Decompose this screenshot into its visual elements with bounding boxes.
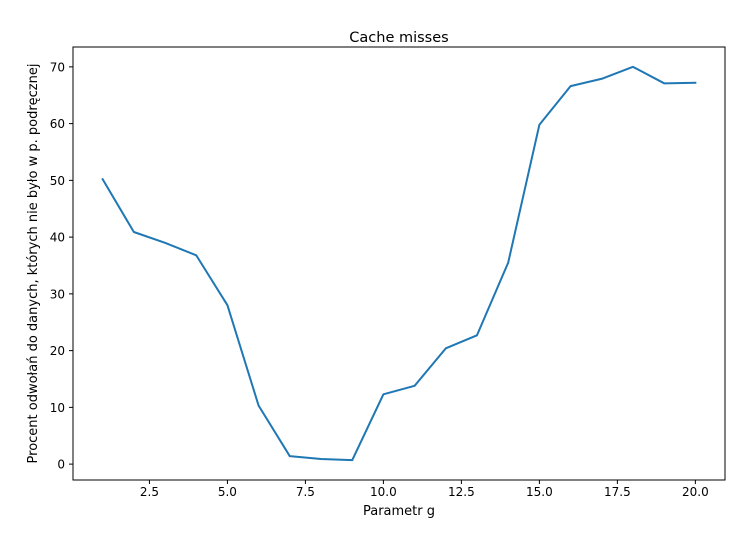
x-tick-label: 12.5	[448, 485, 475, 499]
x-tick-label: 10.0	[370, 485, 397, 499]
x-tick-label: 20.0	[682, 485, 709, 499]
x-tick-label: 5.0	[218, 485, 237, 499]
x-tick-label: 17.5	[604, 485, 631, 499]
y-tick-label: 20	[50, 344, 65, 358]
y-tick-label: 10	[50, 401, 65, 415]
x-tick-label: 2.5	[140, 485, 159, 499]
y-axis-label: Procent odwołań do danych, których nie b…	[26, 64, 41, 464]
y-tick-label: 50	[50, 174, 65, 188]
y-tick-label: 70	[50, 60, 65, 74]
y-tick-label: 40	[50, 231, 65, 245]
x-tick-label: 15.0	[526, 485, 553, 499]
x-axis-label: Parametr g	[363, 504, 435, 519]
y-tick-label: 0	[57, 458, 65, 472]
x-tick-label: 7.5	[296, 485, 315, 499]
chart-title: Cache misses	[349, 30, 448, 46]
y-tick-label: 30	[50, 287, 65, 301]
y-tick-label: 60	[50, 117, 65, 131]
